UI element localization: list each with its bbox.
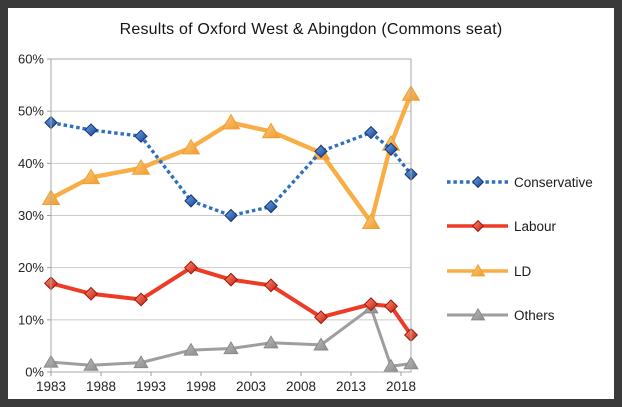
data-point-marker [223, 341, 239, 355]
series-line-ld [48, 91, 414, 225]
data-point-marker [134, 129, 148, 143]
series-line-labour [49, 265, 413, 337]
plot-border [50, 58, 412, 373]
data-point-marker [133, 355, 149, 369]
data-point-marker [181, 138, 201, 155]
data-point-marker [83, 357, 99, 371]
data-point-marker [384, 142, 398, 156]
x-tick-label: 2013 [336, 379, 366, 394]
data-point-marker [133, 292, 149, 307]
y-tick-label: 0% [25, 365, 44, 380]
legend-sample-marker [470, 263, 486, 277]
data-point-marker [383, 358, 399, 372]
legend-label: Conservative [514, 175, 593, 190]
x-tick-label: 1988 [86, 379, 116, 394]
y-tick-label: 30% [18, 208, 44, 223]
data-point-marker [224, 208, 238, 223]
chart-title: Results of Oxford West & Abingdon (Commo… [119, 21, 503, 38]
series-line-conservative [50, 120, 413, 218]
data-point-marker [183, 260, 199, 275]
series-labour [43, 260, 419, 342]
data-point-marker [261, 122, 281, 139]
series-others [43, 300, 419, 372]
data-point-marker [81, 168, 101, 185]
data-point-marker [221, 113, 241, 130]
legend-label: Labour [514, 219, 557, 234]
data-point-marker [183, 342, 199, 356]
data-point-marker [361, 213, 381, 230]
data-point-marker [223, 272, 239, 287]
x-tick-label: 1983 [36, 379, 66, 394]
series-line-others [49, 306, 413, 368]
data-point-marker [313, 310, 329, 325]
data-point-marker [313, 337, 329, 351]
legend-item-conservative: Conservative [447, 175, 593, 190]
series-ld [41, 84, 421, 230]
y-tick-label: 40% [18, 156, 44, 171]
election-results-chart: 0% 10% 20% 30% 40% 50% 60% 1983 1988 1993 1998 2003… [18, 52, 593, 395]
data-point-marker [131, 159, 151, 175]
data-point-marker [263, 335, 279, 349]
legend-item-others: Others [447, 308, 555, 323]
data-point-marker [84, 123, 98, 137]
data-point-marker [184, 194, 198, 208]
x-tick-label: 2018 [386, 379, 416, 394]
x-tick-label: 1993 [136, 379, 166, 394]
legend-item-labour: Labour [447, 219, 557, 234]
data-point-marker [364, 125, 378, 140]
y-tick-label: 10% [18, 312, 44, 327]
x-tick-label: 1998 [186, 379, 216, 394]
legend-label: LD [514, 264, 532, 279]
data-point-marker [263, 278, 279, 293]
y-tick-label: 20% [18, 260, 44, 275]
y-tick-label: 50% [18, 104, 44, 119]
legend-sample-marker [471, 219, 485, 233]
data-point-marker [383, 299, 399, 314]
data-point-marker [314, 144, 328, 159]
legend-item-ld: LD [447, 264, 532, 279]
data-point-marker [264, 199, 278, 214]
series-layer [41, 84, 421, 372]
legend-sample-marker [471, 175, 485, 189]
legend-label: Others [514, 308, 555, 323]
legend-sample-marker [470, 307, 486, 321]
series-conservative [44, 115, 418, 223]
x-tick-label: 2008 [286, 379, 316, 394]
legend: Conservative Labour LD Others [447, 175, 593, 323]
data-point-marker [363, 297, 379, 312]
x-tick-label: 2003 [236, 379, 266, 394]
data-point-marker [83, 286, 99, 301]
axis-layer: 0% 10% 20% 30% 40% 50% 60% 1983 1988 1993 1998 2003… [18, 52, 416, 395]
y-tick-label: 60% [18, 52, 44, 67]
